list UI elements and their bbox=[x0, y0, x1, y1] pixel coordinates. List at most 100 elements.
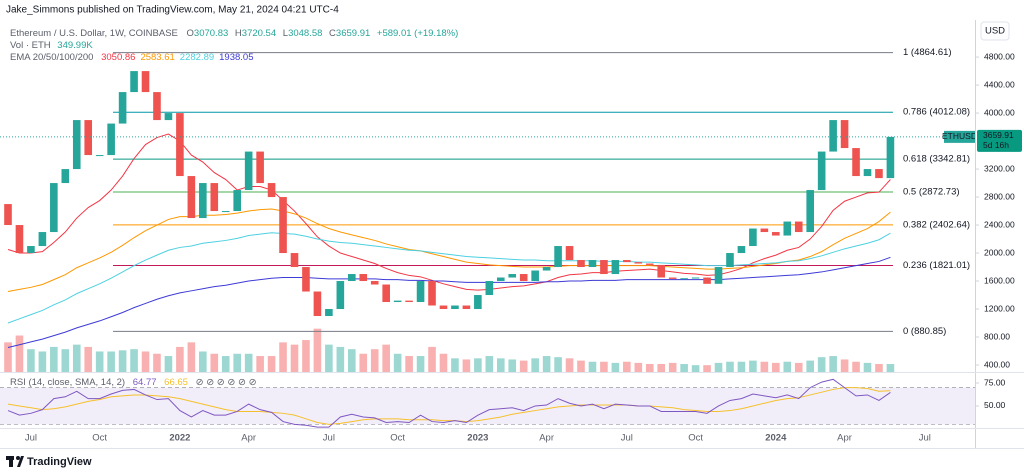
y-tick-label: 1200.00 bbox=[984, 303, 1015, 313]
candle-body bbox=[749, 228, 757, 247]
legend-value: 3070.83 bbox=[194, 28, 228, 39]
x-tick-label: 2024 bbox=[765, 433, 787, 444]
volume-bar bbox=[691, 365, 700, 372]
volume-bar bbox=[336, 346, 345, 372]
candle-body bbox=[176, 113, 184, 177]
candle-body bbox=[439, 305, 448, 310]
candle-body bbox=[50, 183, 58, 233]
volume-bar bbox=[806, 360, 814, 372]
symbol-tag bbox=[944, 130, 975, 143]
logo-part bbox=[17, 456, 24, 467]
ema-value: 2282.89 bbox=[180, 52, 214, 63]
y-tick-label: 4000.00 bbox=[984, 107, 1015, 117]
candle-body bbox=[554, 246, 562, 268]
legend-change: +589.01 (+19.18%) bbox=[377, 28, 458, 39]
candle-body bbox=[359, 274, 368, 282]
volume-bar bbox=[348, 349, 356, 372]
volume-bar bbox=[176, 346, 184, 372]
volume-bar bbox=[439, 353, 448, 372]
brand: TradingView bbox=[27, 456, 92, 468]
candle-body bbox=[600, 260, 608, 275]
candle-body bbox=[107, 123, 115, 156]
ema-line bbox=[7, 256, 891, 348]
volume-bar bbox=[542, 356, 551, 372]
candle-body bbox=[95, 155, 104, 157]
countdown: 5d 16h bbox=[983, 140, 1009, 150]
candle-body bbox=[393, 300, 402, 303]
volume-bar bbox=[726, 361, 734, 372]
candle-body bbox=[164, 113, 173, 121]
volume-bar bbox=[233, 353, 241, 372]
ema-value: 3050.86 bbox=[101, 52, 135, 63]
candle-body bbox=[153, 92, 161, 121]
logo-part bbox=[16, 456, 20, 460]
ohlc-legend: Ethereum / U.S. Dollar, 1W, COINBASE O30… bbox=[10, 28, 458, 39]
candle-body bbox=[645, 263, 654, 265]
candle-body bbox=[542, 267, 551, 271]
y-tick-label: 1600.00 bbox=[984, 275, 1015, 285]
volume-bar bbox=[61, 349, 70, 372]
legend-key: C bbox=[329, 28, 336, 39]
candle-body bbox=[760, 228, 769, 233]
brand-logo bbox=[6, 456, 24, 467]
candle-body bbox=[817, 151, 826, 191]
legend-key: L bbox=[283, 28, 288, 39]
volume-bar bbox=[290, 344, 299, 372]
volume-bar bbox=[531, 358, 539, 372]
candle-body bbox=[680, 278, 688, 280]
y-tick-label: 800.00 bbox=[984, 331, 1010, 341]
volume-bar bbox=[794, 362, 803, 372]
fib-level-label: 0.786 (4012.08) bbox=[903, 107, 970, 118]
fib-level-label: 0.5 (2872.73) bbox=[903, 186, 960, 197]
volume-bar bbox=[38, 351, 47, 372]
x-tick-label: Apr bbox=[837, 433, 852, 444]
candle-body bbox=[325, 309, 333, 317]
ema-line bbox=[7, 232, 891, 324]
volume-bar bbox=[760, 361, 769, 372]
fib-level-label: 0.236 (1821.01) bbox=[903, 260, 970, 271]
volume-bar bbox=[141, 351, 150, 372]
volume-bar bbox=[187, 342, 196, 372]
volume-bar bbox=[508, 359, 517, 372]
volume-bar bbox=[359, 353, 368, 372]
volume-bar bbox=[370, 349, 379, 372]
volume-bar bbox=[164, 356, 173, 372]
x-tick-label: Apr bbox=[539, 433, 554, 444]
last-price-value: 3659.91 bbox=[983, 130, 1014, 140]
y-tick-label: 4800.00 bbox=[984, 51, 1015, 61]
ema-value: 2583.61 bbox=[140, 52, 174, 63]
volume-bar bbox=[95, 351, 104, 372]
candle-body bbox=[313, 291, 322, 317]
x-tick-label: Jul bbox=[25, 433, 37, 444]
volume-bar bbox=[416, 356, 425, 372]
candle-body bbox=[726, 253, 734, 268]
candle-body bbox=[852, 148, 860, 177]
rsi-markers: ⊘ ⊘ ⊘ ⊘ ⊘ ⊘ bbox=[196, 377, 257, 388]
volume-bar bbox=[485, 356, 494, 372]
volume-bar bbox=[840, 359, 849, 372]
rsi-y-tick-label: 75.00 bbox=[984, 377, 1006, 387]
candle-body bbox=[496, 277, 505, 282]
candle-body bbox=[485, 281, 494, 296]
rsi-sma-value: 66.65 bbox=[164, 377, 188, 388]
volume-bar bbox=[107, 351, 115, 372]
volume-bar bbox=[668, 362, 677, 372]
rsi-label: RSI (14, close, SMA, 14, 2) bbox=[10, 377, 125, 388]
candle-body bbox=[382, 284, 390, 303]
rsi-y-tick-label: 50.00 bbox=[984, 400, 1006, 410]
candle-body bbox=[577, 260, 585, 268]
x-tick-label: Jul bbox=[919, 433, 931, 444]
candle-body bbox=[187, 176, 196, 219]
volume-bar bbox=[313, 328, 322, 372]
y-tick-label: 3200.00 bbox=[984, 163, 1015, 173]
candle-body bbox=[141, 71, 150, 93]
y-tick-label: 4400.00 bbox=[984, 79, 1015, 89]
volume-bar bbox=[817, 357, 826, 372]
volume-legend: Vol · ETH 349.99K bbox=[10, 40, 93, 51]
volume-bar bbox=[863, 362, 872, 372]
volume-bar bbox=[829, 356, 837, 372]
y-tick-label: 400.00 bbox=[984, 359, 1010, 369]
legend-value: 3720.54 bbox=[242, 28, 276, 39]
volume-bar bbox=[634, 362, 643, 372]
logo-part bbox=[9, 456, 13, 467]
